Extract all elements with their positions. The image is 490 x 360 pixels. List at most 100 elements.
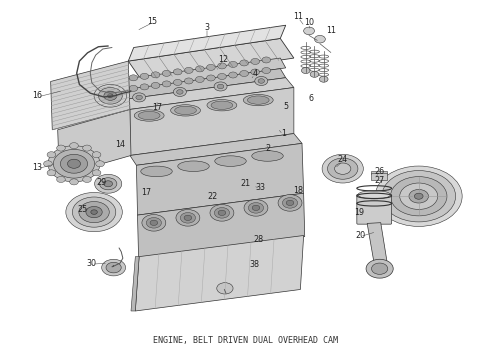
Text: 1: 1 xyxy=(282,129,287,138)
Text: 18: 18 xyxy=(293,186,303,195)
Polygon shape xyxy=(138,193,305,258)
Circle shape xyxy=(150,220,158,225)
Text: 15: 15 xyxy=(147,17,158,26)
Circle shape xyxy=(47,170,56,176)
Circle shape xyxy=(278,194,302,211)
Circle shape xyxy=(375,166,462,226)
Circle shape xyxy=(140,84,149,90)
Circle shape xyxy=(207,64,215,71)
Ellipse shape xyxy=(215,156,246,166)
Text: 28: 28 xyxy=(253,235,264,244)
Circle shape xyxy=(255,76,268,86)
Ellipse shape xyxy=(171,105,200,116)
Circle shape xyxy=(142,215,166,231)
Circle shape xyxy=(99,178,117,190)
Circle shape xyxy=(319,76,328,82)
Circle shape xyxy=(151,82,160,89)
Polygon shape xyxy=(130,87,294,156)
Circle shape xyxy=(415,193,423,199)
Circle shape xyxy=(286,200,294,206)
Text: 26: 26 xyxy=(374,167,385,176)
Polygon shape xyxy=(50,61,130,130)
Ellipse shape xyxy=(138,111,160,120)
Circle shape xyxy=(409,189,428,203)
Circle shape xyxy=(86,206,102,218)
Circle shape xyxy=(70,143,78,149)
Circle shape xyxy=(214,82,227,91)
Circle shape xyxy=(207,75,215,81)
Ellipse shape xyxy=(178,161,209,171)
Text: 17: 17 xyxy=(141,188,151,197)
Circle shape xyxy=(92,170,101,176)
Circle shape xyxy=(371,263,388,274)
Circle shape xyxy=(146,217,161,228)
Text: 2: 2 xyxy=(265,144,270,153)
Text: 27: 27 xyxy=(374,176,385,185)
Circle shape xyxy=(79,202,109,222)
Text: 4: 4 xyxy=(252,69,257,78)
Text: 25: 25 xyxy=(77,204,87,213)
Circle shape xyxy=(104,91,117,100)
Circle shape xyxy=(98,87,122,104)
Circle shape xyxy=(118,87,126,93)
Circle shape xyxy=(136,95,143,100)
Polygon shape xyxy=(367,222,387,264)
Text: 13: 13 xyxy=(33,163,43,172)
Circle shape xyxy=(118,76,126,82)
Circle shape xyxy=(218,210,226,216)
Circle shape xyxy=(73,197,116,227)
Text: 10: 10 xyxy=(304,18,314,27)
Circle shape xyxy=(151,72,160,78)
Circle shape xyxy=(210,204,234,221)
Circle shape xyxy=(96,161,104,167)
Circle shape xyxy=(229,72,237,78)
Circle shape xyxy=(106,262,121,273)
Circle shape xyxy=(44,161,52,167)
Circle shape xyxy=(129,75,138,81)
Circle shape xyxy=(301,68,310,73)
Circle shape xyxy=(382,171,456,222)
Text: 38: 38 xyxy=(250,260,260,269)
Polygon shape xyxy=(131,257,139,311)
Circle shape xyxy=(184,78,193,84)
Circle shape xyxy=(162,81,171,87)
Polygon shape xyxy=(135,235,304,311)
Text: 19: 19 xyxy=(354,208,364,217)
Circle shape xyxy=(129,85,138,91)
Circle shape xyxy=(335,163,351,174)
Circle shape xyxy=(173,87,186,96)
Text: 22: 22 xyxy=(207,192,218,201)
Circle shape xyxy=(83,145,91,151)
Circle shape xyxy=(315,35,325,43)
Circle shape xyxy=(310,71,319,77)
Circle shape xyxy=(66,193,122,232)
Text: 14: 14 xyxy=(115,140,125,149)
Text: 11: 11 xyxy=(326,26,336,35)
Circle shape xyxy=(180,212,196,223)
Circle shape xyxy=(53,149,95,178)
Circle shape xyxy=(83,176,91,183)
Bar xyxy=(371,171,387,174)
Polygon shape xyxy=(118,69,286,100)
Circle shape xyxy=(47,152,56,158)
Text: 5: 5 xyxy=(283,102,288,111)
Text: 17: 17 xyxy=(152,103,162,112)
Polygon shape xyxy=(123,100,130,140)
Circle shape xyxy=(248,203,264,213)
Circle shape xyxy=(184,67,193,73)
Bar xyxy=(371,173,387,180)
Text: 16: 16 xyxy=(33,91,43,100)
Circle shape xyxy=(218,63,226,69)
Circle shape xyxy=(104,181,113,187)
Circle shape xyxy=(240,71,248,77)
Circle shape xyxy=(57,176,65,183)
Circle shape xyxy=(282,198,297,208)
Text: ENGINE, BELT DRIVEN DUAL OVERHEAD CAM: ENGINE, BELT DRIVEN DUAL OVERHEAD CAM xyxy=(152,336,338,345)
Ellipse shape xyxy=(141,166,172,177)
Circle shape xyxy=(140,73,149,79)
Circle shape xyxy=(218,73,226,80)
Polygon shape xyxy=(128,25,286,61)
Circle shape xyxy=(133,93,146,102)
Circle shape xyxy=(229,62,237,67)
Polygon shape xyxy=(128,39,294,81)
